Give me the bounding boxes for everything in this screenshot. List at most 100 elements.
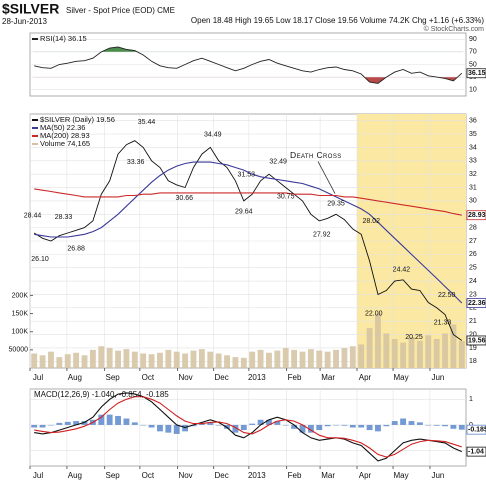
- bar: [207, 351, 214, 368]
- x-tick-label: Apr: [359, 373, 372, 382]
- price-annotation: 20.25: [405, 334, 423, 341]
- bar: [89, 349, 96, 368]
- bar: [48, 424, 54, 426]
- bar: [450, 324, 457, 368]
- bar: [391, 421, 398, 425]
- x-tick-label: Aug: [68, 373, 82, 382]
- x-tick-label: Dec: [215, 471, 229, 480]
- price-annotation: 30.75: [277, 194, 295, 201]
- bar: [383, 424, 390, 427]
- bar: [307, 424, 314, 433]
- x-tick-label: Mar: [321, 373, 335, 382]
- x-tick-label: May: [393, 471, 408, 480]
- bar: [232, 424, 239, 433]
- line: [33, 140, 463, 341]
- bar: [165, 349, 172, 368]
- last-value-label: 28.93: [468, 212, 486, 219]
- x-tick-label: Feb: [288, 373, 302, 382]
- last-value-label: -0.185: [468, 427, 486, 434]
- bar: [148, 424, 155, 428]
- bar: [115, 415, 121, 425]
- bar: [73, 421, 80, 425]
- x-tick-label: Oct: [142, 471, 155, 480]
- bar: [425, 335, 432, 368]
- y-tick-label: 24: [469, 278, 477, 285]
- x-tick-label: Sep: [106, 471, 121, 480]
- x-tick-label: Jun: [431, 373, 444, 382]
- bar: [341, 424, 348, 426]
- x-tick-label: Jul: [33, 373, 43, 382]
- bar: [307, 349, 314, 368]
- bar: [182, 353, 189, 368]
- x-tick-label: 2013: [248, 471, 266, 480]
- bar: [182, 424, 189, 432]
- bar: [106, 414, 113, 425]
- bar: [316, 424, 323, 431]
- bar: [299, 351, 306, 368]
- bar: [98, 346, 105, 368]
- bar: [383, 333, 390, 368]
- x-tick-label: May: [393, 373, 408, 382]
- line: [34, 188, 462, 216]
- x-tick-label: Nov: [178, 373, 192, 382]
- line: [34, 161, 463, 304]
- bar: [240, 424, 247, 431]
- y-tick-label: 10: [469, 87, 477, 94]
- price-annotation: 31.53: [238, 171, 256, 178]
- legend-label: MA(200) 28.93: [40, 131, 90, 140]
- last-value-label: 22.36: [468, 300, 486, 307]
- bar: [366, 424, 373, 431]
- x-tick-label: Jun: [431, 471, 444, 480]
- annotation: Death Cross: [290, 150, 342, 160]
- y-tick-label: 28: [469, 224, 477, 231]
- bar: [274, 421, 281, 425]
- bar: [282, 348, 289, 368]
- bar: [123, 418, 130, 425]
- line: [34, 46, 463, 84]
- price-annotation: 27.92: [313, 232, 331, 239]
- y-tick-label: 31: [469, 184, 477, 191]
- bar: [64, 354, 71, 368]
- price-annotation: 22.00: [365, 311, 383, 318]
- last-value-box: [466, 424, 486, 435]
- y-tick-label: 19: [469, 345, 477, 352]
- bar: [291, 349, 298, 368]
- bar: [408, 421, 415, 425]
- bar: [81, 355, 88, 368]
- bar: [425, 424, 432, 426]
- bar: [64, 421, 71, 425]
- bar: [375, 424, 381, 432]
- last-value-box: [466, 335, 486, 346]
- panel-legend: MACD(12,26,9) -1.040, -0.854, -0.185: [34, 390, 169, 399]
- x-tick-label: 2013: [248, 373, 266, 382]
- price-annotation: 32.49: [269, 158, 287, 165]
- bar: [408, 337, 415, 368]
- bar: [198, 349, 205, 368]
- bar: [458, 341, 465, 368]
- bar: [358, 344, 365, 368]
- bar: [433, 338, 440, 368]
- price-annotation: 35.44: [138, 119, 156, 126]
- legend-label: Volume 74,165: [40, 139, 90, 148]
- price-annotation: 26.10: [31, 256, 49, 263]
- bar: [257, 349, 264, 368]
- y-tick-label: 33: [469, 158, 477, 165]
- price-annotation: 28.02: [362, 218, 380, 225]
- bar: [140, 424, 147, 426]
- bar: [458, 424, 465, 430]
- bar: [450, 424, 457, 429]
- legend-label: $SILVER (Daily) 19.56: [40, 115, 115, 124]
- y-tick-label: 1: [469, 396, 473, 403]
- bar: [282, 424, 289, 426]
- bar: [291, 424, 298, 429]
- bar: [349, 346, 356, 368]
- date: 28-Jun-2013: [2, 17, 47, 26]
- bar: [73, 352, 80, 368]
- bar: [442, 424, 448, 427]
- last-value-box: [466, 68, 486, 79]
- bar: [81, 421, 88, 425]
- price-annotation: 29.35: [327, 200, 345, 207]
- x-tick-label: Aug: [68, 471, 82, 480]
- y-tick-label: 90: [469, 36, 477, 43]
- bar: [240, 357, 247, 368]
